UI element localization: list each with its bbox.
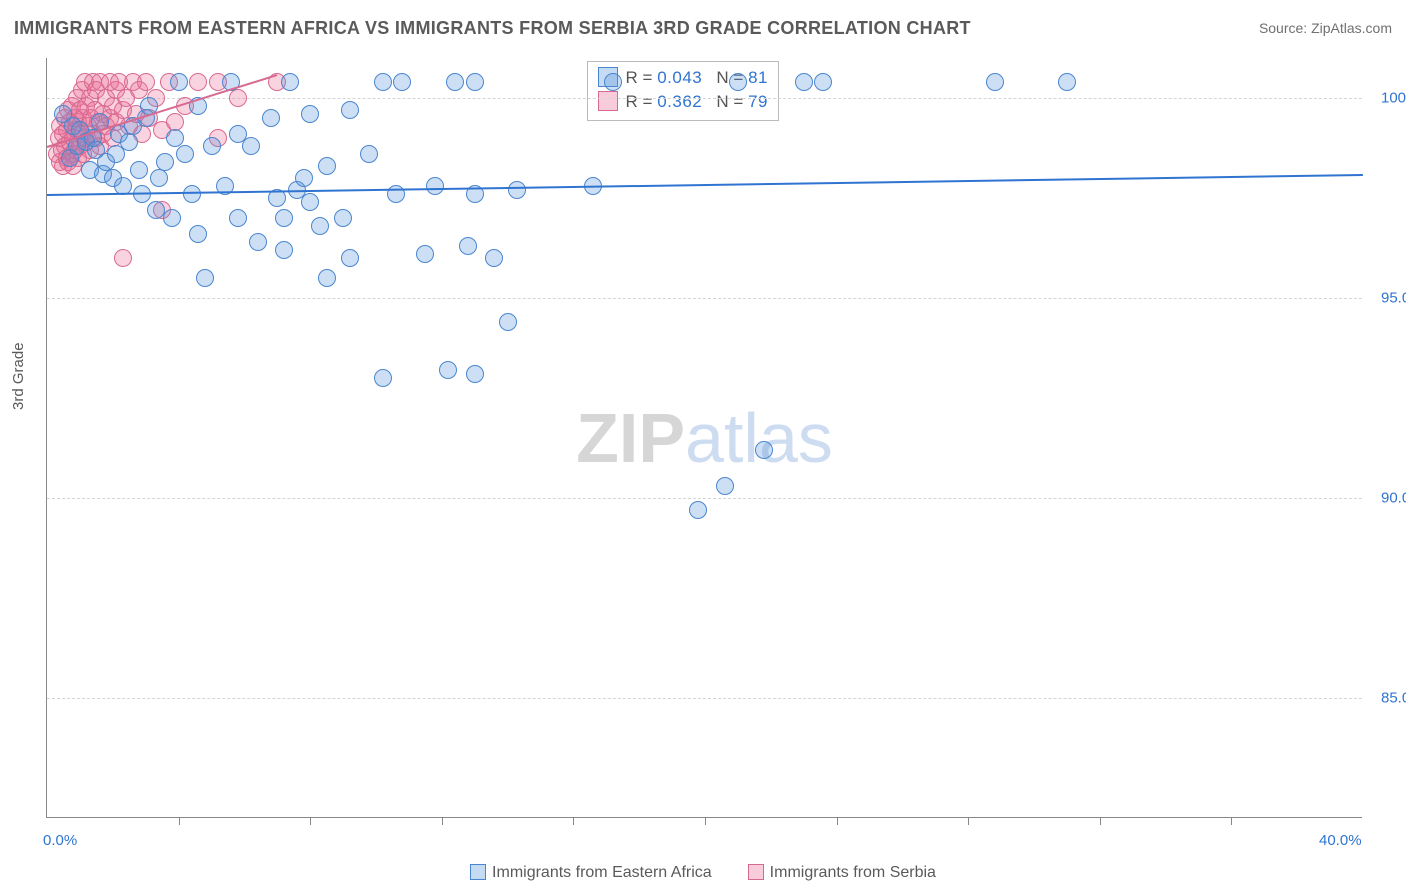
- stat-n: 81: [748, 68, 768, 87]
- data-point: [426, 177, 444, 195]
- data-point: [466, 365, 484, 383]
- data-point: [242, 137, 260, 155]
- stat-r: 0.362: [657, 92, 702, 111]
- data-point: [229, 209, 247, 227]
- data-point: [262, 109, 280, 127]
- data-point: [814, 73, 832, 91]
- data-point: [176, 145, 194, 163]
- data-point: [163, 209, 181, 227]
- data-point: [499, 313, 517, 331]
- data-point: [689, 501, 707, 519]
- data-point: [508, 181, 526, 199]
- source-label: Source: ZipAtlas.com: [1259, 20, 1392, 36]
- watermark: ZIPatlas: [576, 398, 833, 478]
- y-tick-label: 85.0%: [1381, 690, 1406, 707]
- gridline: [47, 298, 1362, 299]
- x-tick: [837, 817, 838, 825]
- data-point: [446, 73, 464, 91]
- source-name: ZipAtlas.com: [1311, 20, 1392, 36]
- data-point: [196, 269, 214, 287]
- data-point: [183, 185, 201, 203]
- data-point: [729, 73, 747, 91]
- x-tick: [573, 817, 574, 825]
- data-point: [203, 137, 221, 155]
- legend-label: Immigrants from Eastern Africa: [492, 864, 712, 881]
- stat-r: 0.043: [657, 68, 702, 87]
- source-prefix: Source:: [1259, 20, 1311, 36]
- x-tick: [1231, 817, 1232, 825]
- legend-swatch: [470, 864, 486, 880]
- data-point: [466, 73, 484, 91]
- x-tick: [179, 817, 180, 825]
- scatter-plot: ZIPatlas R = 0.043 N = 81R = 0.362 N = 7…: [46, 58, 1362, 818]
- legend-label: Immigrants from Serbia: [770, 864, 936, 881]
- data-point: [374, 73, 392, 91]
- x-tick: [1100, 817, 1101, 825]
- data-point: [170, 73, 188, 91]
- data-point: [986, 73, 1004, 91]
- x-tick: [705, 817, 706, 825]
- data-point: [341, 249, 359, 267]
- data-point: [275, 209, 293, 227]
- correlation-stats-box: R = 0.043 N = 81R = 0.362 N = 79: [587, 61, 779, 121]
- data-point: [755, 441, 773, 459]
- data-point: [604, 73, 622, 91]
- watermark-zip: ZIP: [576, 399, 685, 477]
- data-point: [301, 193, 319, 211]
- chart-title: IMMIGRANTS FROM EASTERN AFRICA VS IMMIGR…: [14, 18, 971, 38]
- stat-n: 79: [748, 92, 768, 111]
- data-point: [795, 73, 813, 91]
- stat-row: R = 0.362 N = 79: [598, 90, 768, 114]
- data-point: [150, 169, 168, 187]
- data-point: [281, 73, 299, 91]
- data-point: [459, 237, 477, 255]
- x-tick: [310, 817, 311, 825]
- x-end-label: 0.0%: [43, 832, 77, 849]
- data-point: [130, 161, 148, 179]
- data-point: [416, 245, 434, 263]
- data-point: [275, 241, 293, 259]
- y-tick-label: 95.0%: [1381, 290, 1406, 307]
- legend-item: Immigrants from Serbia: [748, 864, 936, 882]
- y-axis-label: 3rd Grade: [10, 342, 27, 410]
- data-point: [189, 225, 207, 243]
- data-point: [485, 249, 503, 267]
- data-point: [360, 145, 378, 163]
- data-point: [120, 133, 138, 151]
- x-tick: [968, 817, 969, 825]
- data-point: [439, 361, 457, 379]
- data-point: [137, 73, 155, 91]
- data-point: [249, 233, 267, 251]
- data-point: [156, 153, 174, 171]
- y-tick-label: 100.0%: [1381, 90, 1406, 107]
- data-point: [295, 169, 313, 187]
- gridline: [47, 698, 1362, 699]
- stat-swatch: [598, 91, 618, 111]
- data-point: [334, 209, 352, 227]
- data-point: [147, 201, 165, 219]
- x-end-label: 40.0%: [1319, 832, 1362, 849]
- data-point: [318, 269, 336, 287]
- data-point: [166, 129, 184, 147]
- data-point: [393, 73, 411, 91]
- legend: Immigrants from Eastern Africa Immigrants…: [0, 864, 1406, 882]
- data-point: [189, 73, 207, 91]
- watermark-atlas: atlas: [685, 399, 833, 477]
- data-point: [114, 249, 132, 267]
- data-point: [716, 477, 734, 495]
- data-point: [318, 157, 336, 175]
- data-point: [1058, 73, 1076, 91]
- data-point: [311, 217, 329, 235]
- data-point: [229, 89, 247, 107]
- y-tick-label: 90.0%: [1381, 490, 1406, 507]
- legend-item: Immigrants from Eastern Africa: [470, 864, 712, 882]
- x-tick: [442, 817, 443, 825]
- data-point: [374, 369, 392, 387]
- gridline: [47, 498, 1362, 499]
- trend-line: [47, 174, 1363, 196]
- legend-swatch: [748, 864, 764, 880]
- data-point: [301, 105, 319, 123]
- data-point: [341, 101, 359, 119]
